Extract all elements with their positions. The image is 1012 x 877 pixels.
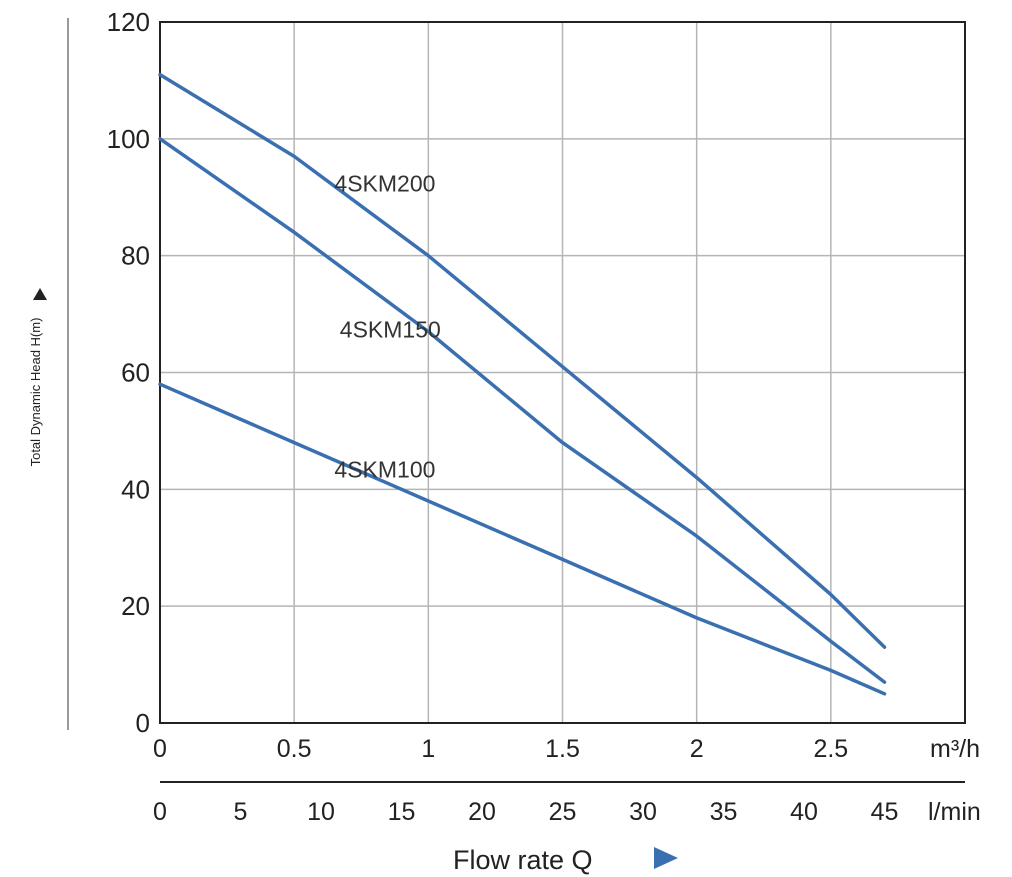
- x-tick-label-primary: 0.5: [277, 735, 312, 763]
- x-tick-label-secondary: 20: [468, 798, 496, 826]
- series-line-4skm200: [158, 72, 887, 649]
- y-axis-arrow-icon: [33, 288, 47, 300]
- y-tick-label: 120: [107, 7, 150, 37]
- x-tick-label-secondary: 30: [629, 798, 657, 826]
- y-tick-label: 40: [121, 474, 150, 504]
- x-axis-title: Flow rate Q: [453, 845, 593, 875]
- x-tick-label-secondary: 0: [153, 798, 167, 826]
- y-tick-label: 20: [121, 591, 150, 621]
- series-label-4skm200: 4SKM200: [334, 170, 435, 196]
- y-tick-label: 0: [136, 708, 150, 738]
- series-line-4skm150: [158, 137, 887, 684]
- series-label-4skm100: 4SKM100: [334, 457, 435, 483]
- x-tick-label-primary: 0: [153, 735, 167, 763]
- y-tick-label: 100: [107, 124, 150, 154]
- x-tick-label-primary: 1.5: [545, 735, 580, 763]
- y-tick-label: 60: [121, 358, 150, 388]
- x-unit-secondary: l/min: [928, 798, 981, 826]
- x-tick-label-primary: 2.5: [813, 735, 848, 763]
- y-tick-label: 80: [121, 241, 150, 271]
- plot-frame: [159, 21, 966, 724]
- x-axis-arrow-icon: [654, 847, 678, 869]
- series-line-4skm100: [158, 382, 887, 696]
- x-tick-label-primary: 1: [421, 735, 435, 763]
- x-tick-label-secondary: 10: [307, 798, 335, 826]
- x-tick-label-secondary: 15: [388, 798, 416, 826]
- x-unit-primary: m³/h: [930, 735, 980, 763]
- y-axis-title: Total Dynamic Head H(m): [28, 318, 43, 467]
- x-tick-label-secondary: 35: [710, 798, 738, 826]
- x-tick-label-secondary: 5: [234, 798, 248, 826]
- x-tick-label-secondary: 25: [549, 798, 577, 826]
- x-tick-label-secondary: 40: [790, 798, 818, 826]
- x-tick-label-primary: 2: [690, 735, 704, 763]
- x-tick-label-secondary: 45: [871, 798, 899, 826]
- series-label-4skm150: 4SKM150: [340, 316, 441, 342]
